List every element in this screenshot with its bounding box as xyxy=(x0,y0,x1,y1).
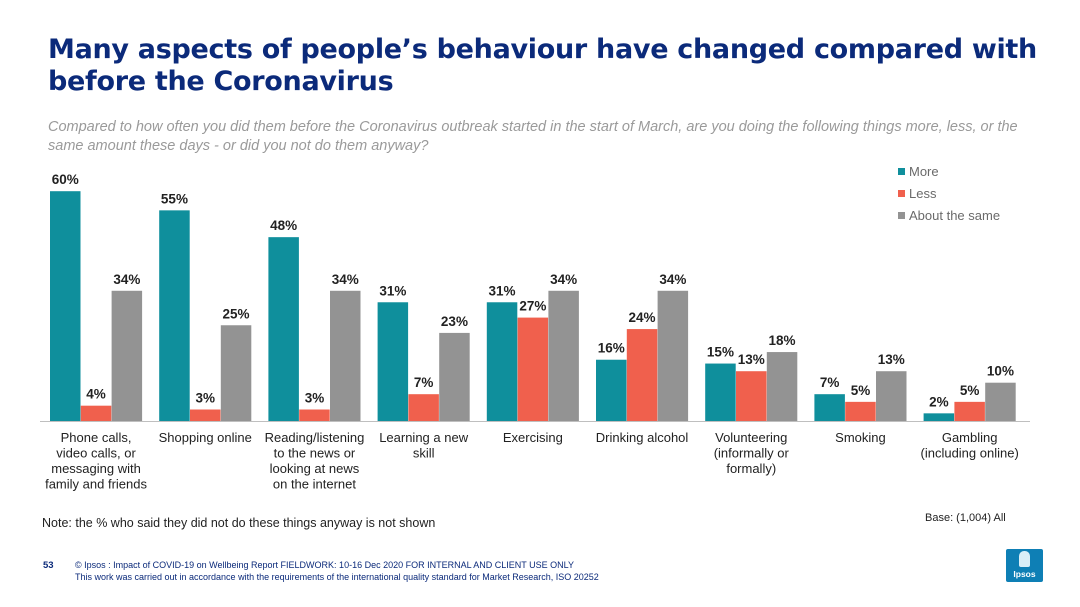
category-label-1: Phone calls, video calls, or messaging wit… xyxy=(45,430,147,492)
bar-about-the-same-8 xyxy=(876,371,907,421)
bar-about-the-same-4 xyxy=(439,332,470,421)
footer-copyright: © Ipsos : Impact of COVID-19 on Wellbein… xyxy=(75,559,599,583)
bar-less-3 xyxy=(299,409,330,421)
value-label-about-the-same-3: 34% xyxy=(332,272,359,287)
bar-less-8 xyxy=(845,401,876,421)
category-label-9: Gambling (including online) xyxy=(921,430,1019,461)
value-label-less-9: 5% xyxy=(960,383,980,398)
bar-more-3 xyxy=(268,237,299,421)
bar-about-the-same-9 xyxy=(985,382,1016,421)
value-label-about-the-same-1: 34% xyxy=(113,272,140,287)
value-label-more-7: 15% xyxy=(707,345,734,360)
value-label-less-6: 24% xyxy=(629,310,656,325)
bar-about-the-same-1 xyxy=(111,290,143,421)
legend-label-less: Less xyxy=(909,185,937,201)
bar-less-7 xyxy=(736,371,767,421)
value-label-about-the-same-4: 23% xyxy=(441,314,468,329)
page-title: Many aspects of people’s behaviour have … xyxy=(48,34,1037,97)
legend-item-less: Less xyxy=(898,182,1000,204)
value-label-about-the-same-6: 34% xyxy=(659,272,686,287)
value-label-less-4: 7% xyxy=(414,375,434,390)
value-label-more-1: 60% xyxy=(52,172,79,187)
value-label-more-9: 2% xyxy=(929,394,949,409)
bar-more-2 xyxy=(159,210,190,421)
bar-more-1 xyxy=(50,191,81,421)
value-label-more-4: 31% xyxy=(379,283,406,298)
value-label-less-8: 5% xyxy=(851,383,871,398)
value-label-more-6: 16% xyxy=(598,341,625,356)
ipsos-logo-mark xyxy=(1019,551,1030,567)
ipsos-logo-text: Ipsos xyxy=(1013,569,1036,579)
category-label-4: Learning a new skill xyxy=(379,430,469,461)
legend-item-same: About the same xyxy=(898,204,1000,226)
value-label-less-5: 27% xyxy=(519,299,546,314)
bar-less-6 xyxy=(626,329,658,421)
bar-less-1 xyxy=(80,405,112,421)
bar-about-the-same-3 xyxy=(330,290,361,421)
ipsos-logo: Ipsos xyxy=(1006,549,1043,582)
chart-legend: More Less About the same xyxy=(898,160,1000,226)
bar-less-9 xyxy=(954,401,985,421)
bar-more-7 xyxy=(705,363,736,421)
bar-more-8 xyxy=(814,394,845,421)
bar-about-the-same-6 xyxy=(657,290,689,421)
value-label-less-1: 4% xyxy=(86,387,106,402)
bar-more-9 xyxy=(923,413,955,421)
value-label-about-the-same-8: 13% xyxy=(878,352,905,367)
base-size: Base: (1,004) All xyxy=(925,512,1006,524)
category-label-8: Smoking xyxy=(835,430,886,445)
bar-less-4 xyxy=(408,394,439,421)
category-label-5: Exercising xyxy=(503,430,563,445)
bar-less-2 xyxy=(190,409,221,421)
value-label-about-the-same-9: 10% xyxy=(987,364,1014,379)
value-label-less-2: 3% xyxy=(195,391,215,406)
legend-swatch-more xyxy=(898,167,905,175)
legend-item-more: More xyxy=(898,160,1000,182)
legend-swatch-less xyxy=(898,189,905,197)
value-label-about-the-same-5: 34% xyxy=(550,272,577,287)
footer-line-2: This work was carried out in accordance … xyxy=(75,572,599,582)
bar-more-5 xyxy=(486,302,518,421)
page-number: 53 xyxy=(43,560,54,571)
value-label-about-the-same-2: 25% xyxy=(223,306,250,321)
bar-about-the-same-7 xyxy=(766,352,798,421)
footer-line-1: © Ipsos : Impact of COVID-19 on Wellbein… xyxy=(75,560,574,570)
legend-label-same: About the same xyxy=(909,207,1001,223)
bar-more-4 xyxy=(377,302,409,421)
category-label-7: Volunteering (informally or formally) xyxy=(714,430,790,476)
bar-more-6 xyxy=(596,359,627,421)
value-label-less-3: 3% xyxy=(305,391,325,406)
value-label-more-3: 48% xyxy=(270,218,297,233)
legend-swatch-same xyxy=(898,211,905,219)
bar-about-the-same-2 xyxy=(220,325,252,421)
value-label-more-8: 7% xyxy=(820,375,840,390)
value-label-more-5: 31% xyxy=(489,283,516,298)
category-label-2: Shopping online xyxy=(159,430,252,445)
legend-label-more: More xyxy=(909,163,939,179)
bar-less-5 xyxy=(517,317,549,421)
question-subtitle: Compared to how often you did them befor… xyxy=(48,119,1018,154)
category-label-6: Drinking alcohol xyxy=(596,430,689,445)
chart-note: Note: the % who said they did not do the… xyxy=(42,516,436,530)
bar-about-the-same-5 xyxy=(548,290,579,421)
value-label-less-7: 13% xyxy=(738,352,765,367)
value-label-more-2: 55% xyxy=(161,191,188,206)
value-label-about-the-same-7: 18% xyxy=(769,333,796,348)
category-label-3: Reading/listening to the news or looking a… xyxy=(265,430,365,492)
